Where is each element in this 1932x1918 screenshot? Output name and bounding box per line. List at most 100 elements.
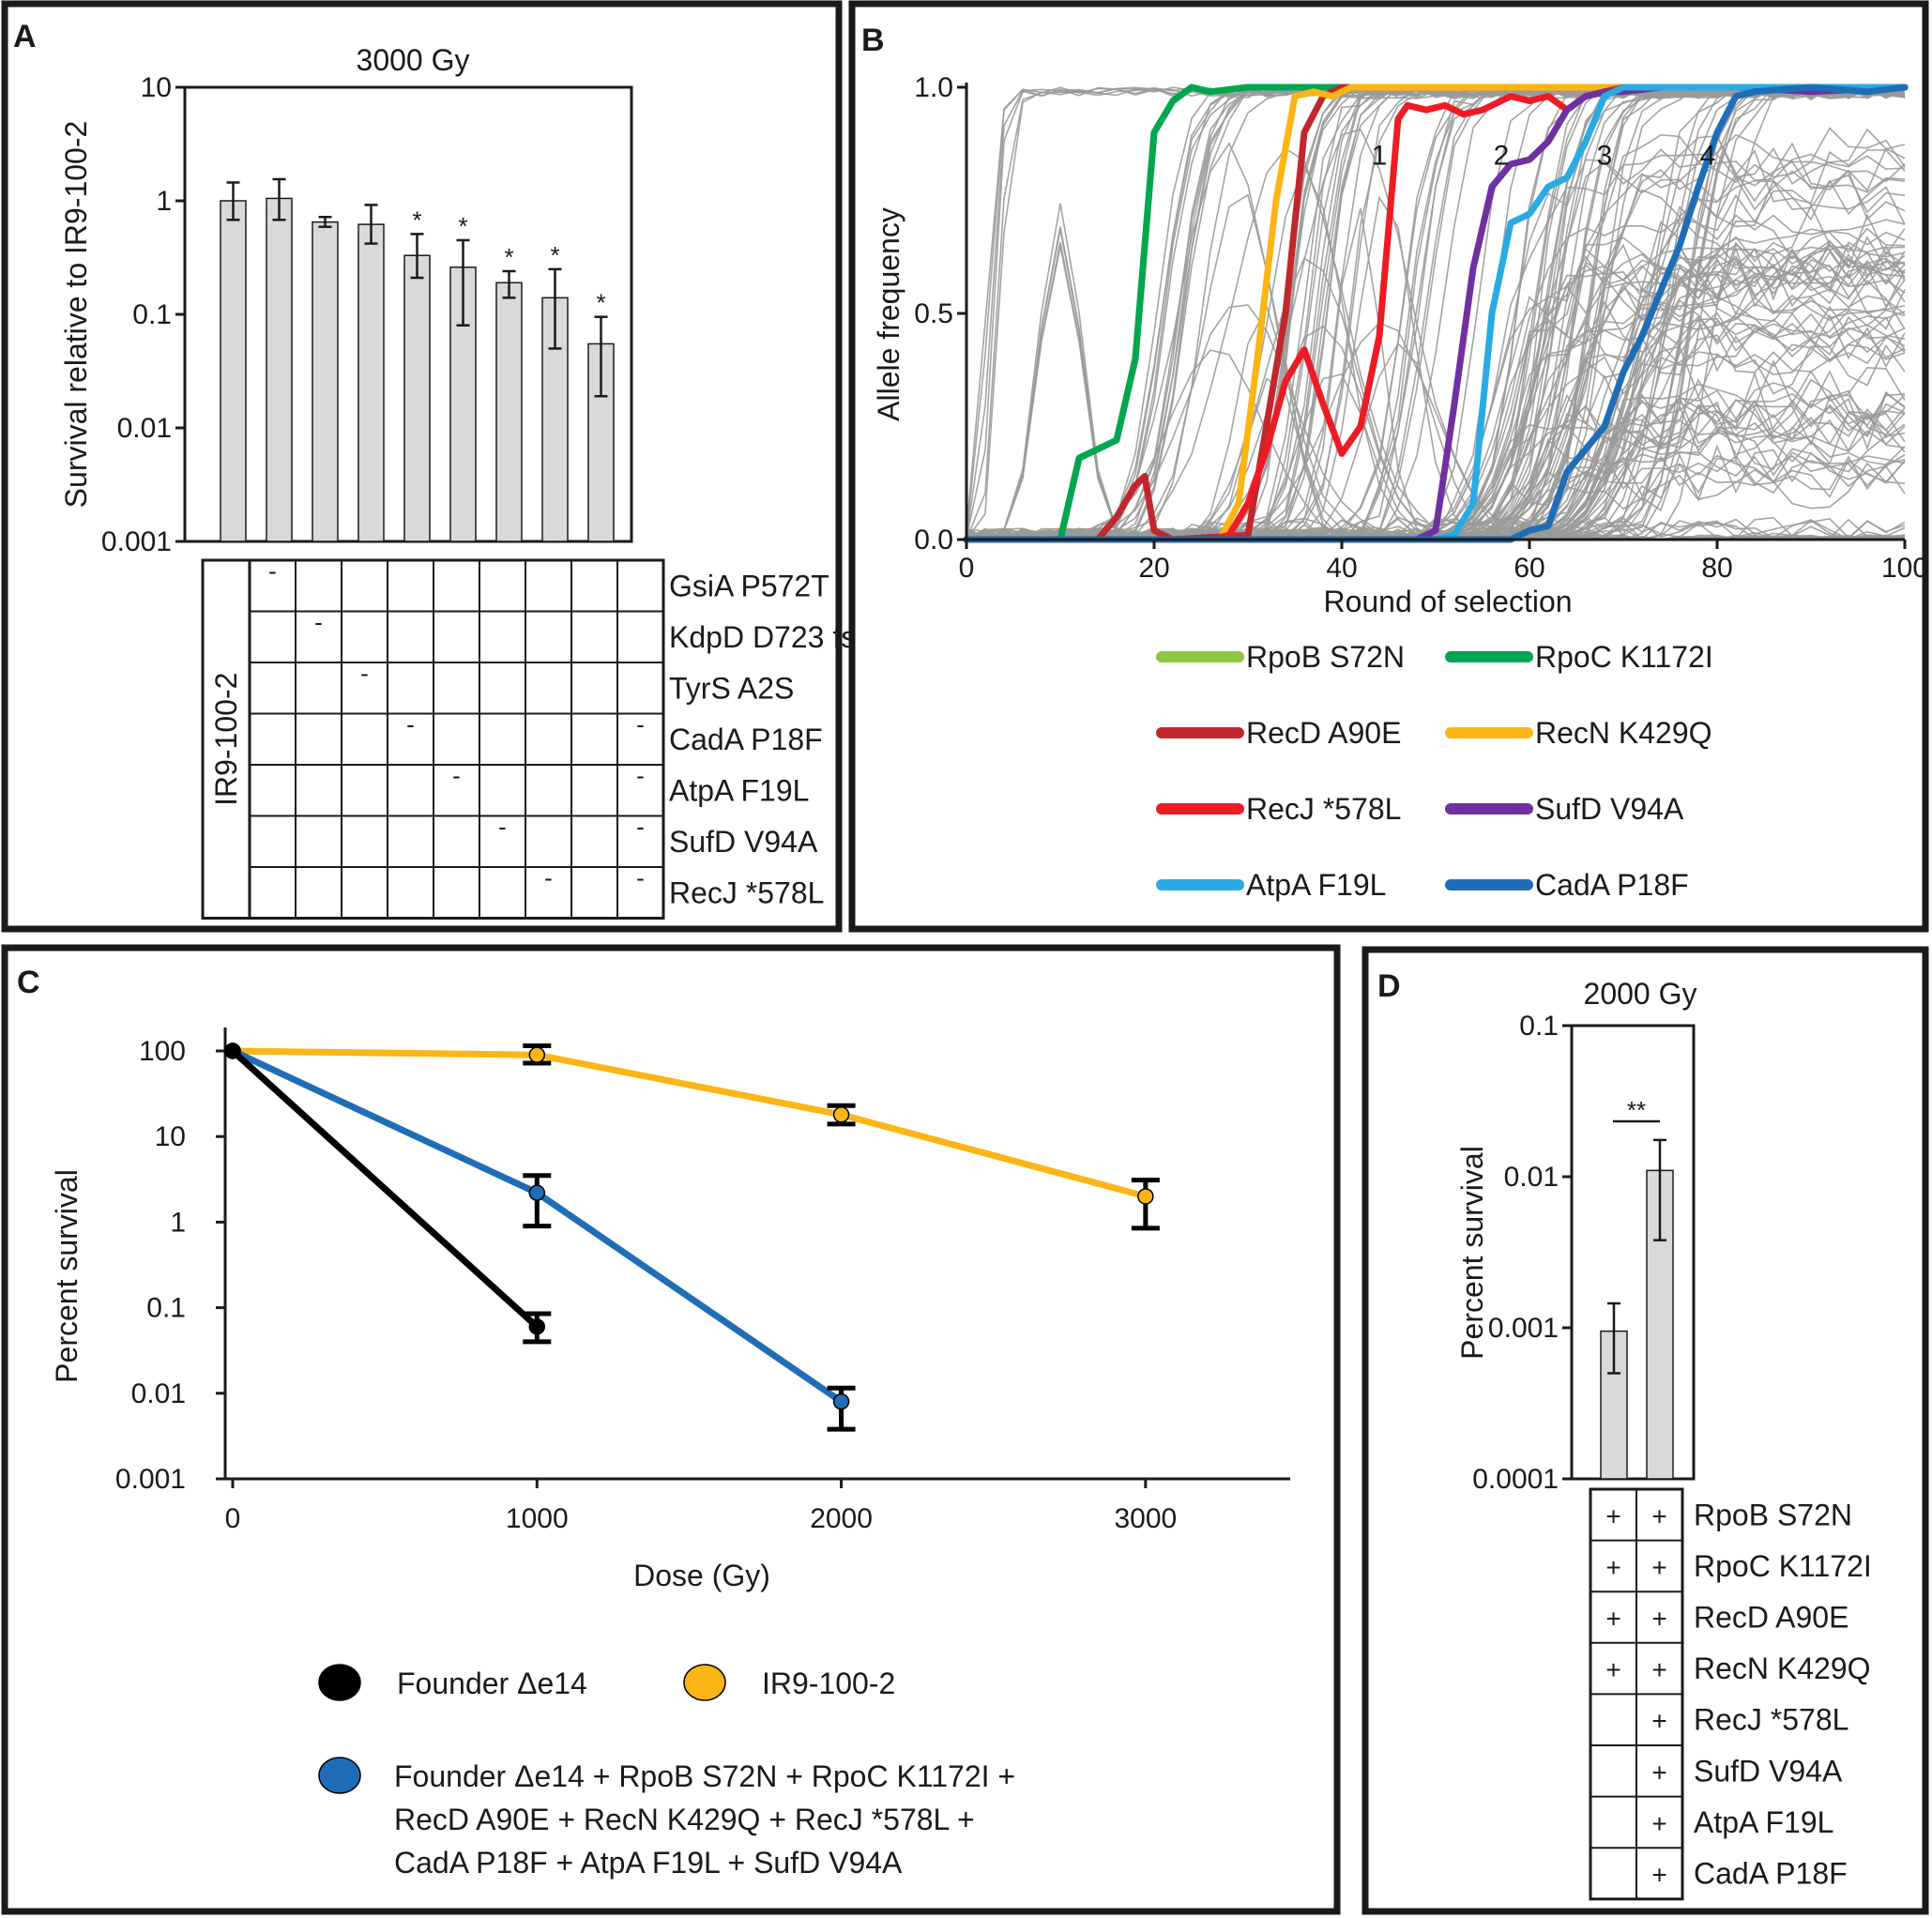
panel-b-background-trajectory: [966, 86, 1906, 540]
panel-b-background-trajectory: [966, 86, 1906, 540]
panel-a-row-label: GsiA P572T: [669, 569, 829, 602]
panel-a-row-label: SufD V94A: [669, 825, 818, 859]
panel-b-xtick-label: 60: [1514, 553, 1544, 584]
panel-d-cell-mark: +: [1605, 1501, 1620, 1530]
panel-d-cell-mark: +: [1651, 1861, 1666, 1890]
panel-b-background-trajectory: [966, 86, 1906, 540]
panel-b-background-trajectory: [966, 86, 1906, 540]
panel-c-xtick-label: 3000: [1114, 1503, 1177, 1534]
panel-b-background-trajectory: [966, 86, 1906, 540]
panel-d-row-label: RpoC K1172I: [1694, 1549, 1872, 1583]
panel-b-background-trajectory: [966, 86, 1906, 540]
panel-b-background-trajectory: [966, 86, 1906, 540]
panel-d-frame: [1362, 946, 1929, 1915]
panel-d-ytick-label: 0.1: [1519, 1011, 1559, 1042]
panel-b-ylabel: Allele frequency: [872, 207, 905, 421]
panel-b-xtick-label: 100: [1881, 553, 1928, 584]
panel-b-legend-label: RpoB S72N: [1246, 640, 1405, 674]
panel-letter-d: D: [1377, 968, 1401, 1004]
panel-b-legend-label: RecD A90E: [1246, 716, 1401, 750]
panel-b-background-trajectory: [966, 86, 1906, 540]
panel-b-background-trajectory: [966, 86, 1906, 540]
panel-b-legend-label: RecJ *578L: [1246, 792, 1401, 826]
panel-letter-c: C: [17, 965, 40, 1000]
panel-a-cell-mark: -: [406, 710, 415, 738]
panel-d-ytick-label: 0.01: [1504, 1162, 1559, 1193]
panel-b-background-trajectory: [966, 153, 1906, 540]
panel-d-ytick-label: 0.001: [1488, 1313, 1559, 1344]
panel-b-ytick-label: 0.0: [914, 525, 953, 556]
panel-b-background-trajectory: [966, 86, 1905, 540]
panel-b-background-trajectory: [966, 86, 1906, 540]
panel-b-background-trajectory: [966, 86, 1906, 540]
panel-a-cell-mark: -: [314, 608, 323, 636]
panel-c-ytick-label: 0.1: [146, 1293, 186, 1324]
panel-d-bars: **: [1600, 1096, 1674, 1480]
panel-b-background-trajectory: [966, 86, 1905, 540]
panel-b-background-trajectory: [966, 86, 1906, 540]
panel-c-xtick-label: 2000: [810, 1503, 873, 1534]
panel-b-background-trajectory: [966, 243, 1906, 540]
panel-c-xlabel: Dose (Gy): [633, 1559, 770, 1592]
panel-d-row-label: AtpA F19L: [1694, 1805, 1833, 1839]
panel-a-bar: [403, 254, 431, 542]
panel-c-legend-marker: [318, 1757, 361, 1794]
panel-b-background-trajectory: [966, 86, 1906, 541]
panel-b-background-trajectory: [966, 86, 1906, 540]
panel-d-cell-mark: +: [1605, 1655, 1620, 1684]
panel-b-background-trajectory: [966, 86, 1906, 540]
panel-a-ytick-label: 0.01: [117, 413, 172, 444]
panel-b-background-trajectory: [966, 86, 1906, 540]
panel-d-plot-frame: [1570, 1024, 1696, 1481]
panel-d-title: 2000 Gy: [1584, 977, 1697, 1011]
panel-a-bar: [220, 200, 247, 542]
panel-d-cell-mark: +: [1651, 1553, 1666, 1582]
panel-b-background-trajectory: [966, 86, 1905, 540]
panel-b-background-trajectory: [966, 86, 1906, 540]
panel-d-cell-mark: +: [1605, 1553, 1620, 1582]
panel-b-annotation: 2: [1494, 140, 1510, 171]
panel-b-background-trajectory: [966, 86, 1905, 540]
panel-d: 2000 Gy Percent survival 0.1 0.01 0.001 0.0…: [1455, 977, 1872, 1901]
panel-b-xlabel: Round of selection: [1323, 585, 1572, 618]
panel-c-ytick-label: 100: [139, 1036, 186, 1067]
panel-a-frame: [1, 0, 843, 933]
panel-b-legend-label: CadA P18F: [1535, 868, 1689, 902]
panel-a-cell-mark: -: [498, 813, 507, 841]
panel-b-background-trajectory: [966, 86, 1906, 540]
panel-b-background-trajectory: [966, 86, 1906, 540]
panel-a-bars: * * * * *: [220, 177, 615, 542]
panel-a-row-label: TyrS A2S: [669, 671, 794, 705]
panel-b-background-trajectory: [966, 86, 1906, 540]
panel-a-significance: *: [504, 243, 513, 271]
panel-b-annotations: 1 2 3 4: [1372, 140, 1716, 171]
panel-b-background-trajectory: [966, 86, 1906, 540]
panel-b-background-trajectory: [966, 86, 1906, 540]
panel-b-ytick-label: 1.0: [914, 72, 953, 103]
panel-b-series-line: [963, 84, 1909, 543]
panel-b-background-trajectory: [966, 86, 1905, 540]
panel-a-bar: [357, 223, 385, 542]
panel-d-cell-mark: +: [1651, 1501, 1666, 1530]
panel-b-background-trajectory: [966, 241, 1906, 540]
panel-b-background-trajectory: [966, 86, 1906, 540]
panel-c-axes: 0 1000 2000 3000 100 10 1 0.1 0.01 0.001: [115, 1028, 1290, 1534]
panel-c-point: [528, 1184, 546, 1201]
panel-b-legend-label: SufD V94A: [1535, 792, 1684, 826]
panel-d-ytick-label: 0.0001: [1472, 1464, 1559, 1495]
panel-c-series-line: [229, 1047, 1149, 1200]
panel-c-ytick-label: 1: [170, 1207, 186, 1238]
panel-d-cell-mark: +: [1651, 1809, 1666, 1838]
panel-b-background-trajectory: [966, 86, 1906, 540]
panel-b-background-trajectory: [966, 86, 1906, 540]
panel-b-background-trajectory: [966, 86, 1905, 541]
panel-b-background-trajectory: [966, 86, 1906, 540]
panel-b-background-trajectory: [966, 149, 1906, 540]
panel-a-cell-mark: -: [360, 659, 369, 687]
panel-d-yaxis: 0.1 0.01 0.001 0.0001: [1472, 1011, 1572, 1495]
panel-b-background-trajectory: [966, 86, 1906, 540]
panel-b-background-trajectory: [966, 86, 1905, 540]
panel-d-row-label: RecJ *578L: [1694, 1703, 1848, 1737]
panel-a-ytick-label: 0.1: [132, 299, 172, 330]
panel-d-row-label: CadA P18F: [1694, 1857, 1848, 1891]
